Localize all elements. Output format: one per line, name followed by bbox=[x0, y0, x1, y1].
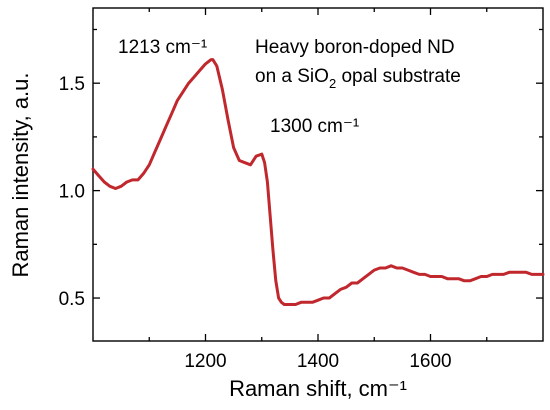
caption-text-b: opal substrate bbox=[336, 66, 461, 87]
x-tick-label: 1400 bbox=[297, 351, 339, 372]
y-tick-label: 0.5 bbox=[59, 289, 85, 310]
y-tick-label: 1.0 bbox=[59, 182, 85, 203]
sample-caption-line-1: Heavy boron-doped ND bbox=[255, 37, 455, 58]
x-axis-title: Raman shift, cm⁻¹ bbox=[229, 376, 407, 401]
tick-labels: 1200 1400 1600 0.5 1.0 1.5 bbox=[59, 74, 452, 372]
annotation-peak-1213: 1213 cm⁻¹ bbox=[118, 37, 207, 58]
sample-caption-line-2: on a SiO2 opal substrate bbox=[255, 66, 461, 91]
x-tick-label: 1200 bbox=[184, 351, 226, 372]
caption-text-a: on a SiO bbox=[255, 66, 329, 87]
caption-subscript: 2 bbox=[329, 76, 336, 91]
y-axis-title: Raman intensity, a.u. bbox=[8, 72, 33, 277]
y-tick-label: 1.5 bbox=[59, 74, 85, 95]
annotation-peak-1300: 1300 cm⁻¹ bbox=[270, 116, 359, 137]
x-tick-label: 1600 bbox=[409, 351, 451, 372]
spectrum-line bbox=[91, 58, 545, 306]
axis-ticks bbox=[93, 8, 543, 341]
